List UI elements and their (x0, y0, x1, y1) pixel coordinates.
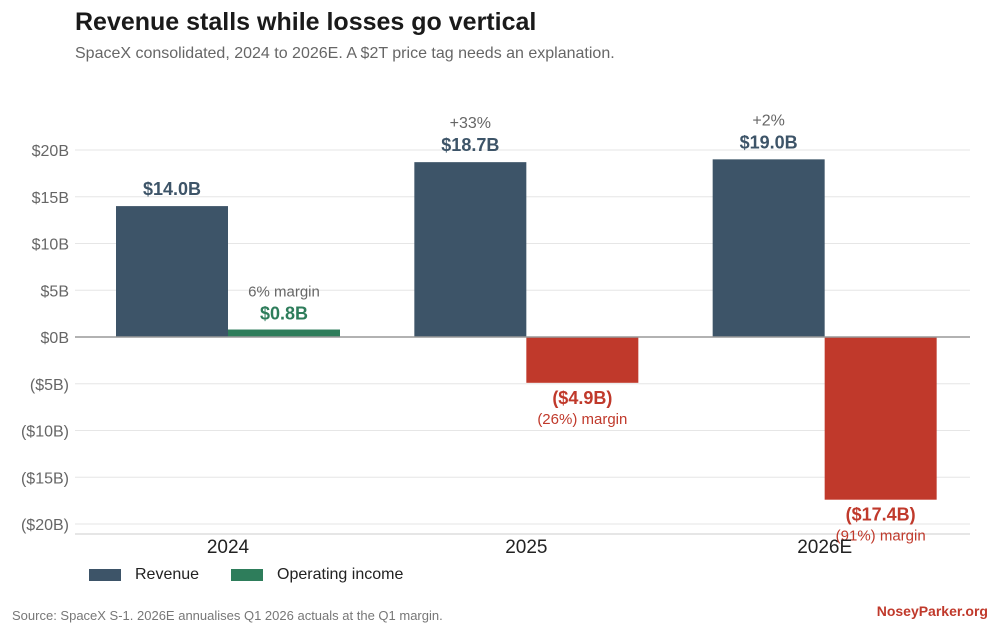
revenue-value-label: $18.7B (441, 135, 499, 155)
operating-income-margin-label: (26%) margin (537, 411, 627, 428)
x-tick-label: 2026E (797, 537, 852, 558)
y-tick-label: ($10B) (21, 424, 69, 441)
y-tick-label: ($15B) (21, 470, 69, 487)
y-axis-ticks: $20B $15B $10B $5B $0B ($5B) ($10B) ($15B) ($20B… (21, 143, 69, 534)
legend-swatch-operating-income (231, 569, 264, 581)
operating-income-value-label: ($17.4B) (846, 505, 916, 525)
brand-link[interactable]: NoseyParker.org (876, 603, 988, 619)
operating-income-value-label: ($4.9B) (552, 388, 612, 408)
y-tick-label: $15B (32, 190, 69, 207)
y-tick-label: $0B (41, 330, 69, 347)
revenue-value-label: $19.0B (740, 132, 798, 152)
legend-label-operating-income: Operating income (277, 566, 404, 583)
source-note: Source: SpaceX S-1. 2026E annualises Q1 … (12, 608, 443, 623)
operating-income-bar (526, 337, 639, 383)
chart-subtitle: SpaceX consolidated, 2024 to 2026E. A $2… (75, 45, 615, 62)
y-tick-label: $20B (32, 143, 69, 160)
legend-swatch-revenue (89, 569, 121, 581)
data-labels: $14.0B $0.8B 6% margin $18.7B +33% ($4.9B) (26… (143, 112, 926, 544)
x-axis-ticks: 2024 2025 2026E (207, 537, 852, 558)
revenue-growth-label: +33% (450, 115, 491, 132)
revenue-bar (414, 162, 527, 337)
y-tick-label: ($20B) (21, 517, 69, 534)
operating-income-margin-label: 6% margin (248, 284, 320, 301)
operating-income-margin-label: (91%) margin (836, 528, 926, 545)
grid-lines (75, 149, 970, 535)
bars (116, 159, 937, 500)
operating-income-bar (228, 329, 340, 337)
x-tick-label: 2025 (505, 537, 547, 558)
operating-income-value-label: $0.8B (260, 304, 308, 324)
revenue-bar (116, 206, 228, 337)
chart-title: Revenue stalls while losses go vertical (75, 8, 537, 36)
legend-item-revenue: Revenue (89, 566, 199, 584)
revenue-bar (712, 159, 825, 337)
legend: Revenue Operating income (89, 566, 435, 584)
legend-item-operating-income: Operating income (231, 566, 403, 584)
y-tick-label: ($5B) (30, 377, 69, 394)
operating-income-bar (824, 337, 937, 500)
legend-label-revenue: Revenue (135, 566, 200, 583)
x-tick-label: 2024 (207, 537, 250, 558)
revenue-growth-label: +2% (752, 112, 784, 129)
y-tick-label: $5B (41, 283, 69, 300)
revenue-value-label: $14.0B (143, 179, 201, 199)
y-tick-label: $10B (32, 237, 69, 254)
